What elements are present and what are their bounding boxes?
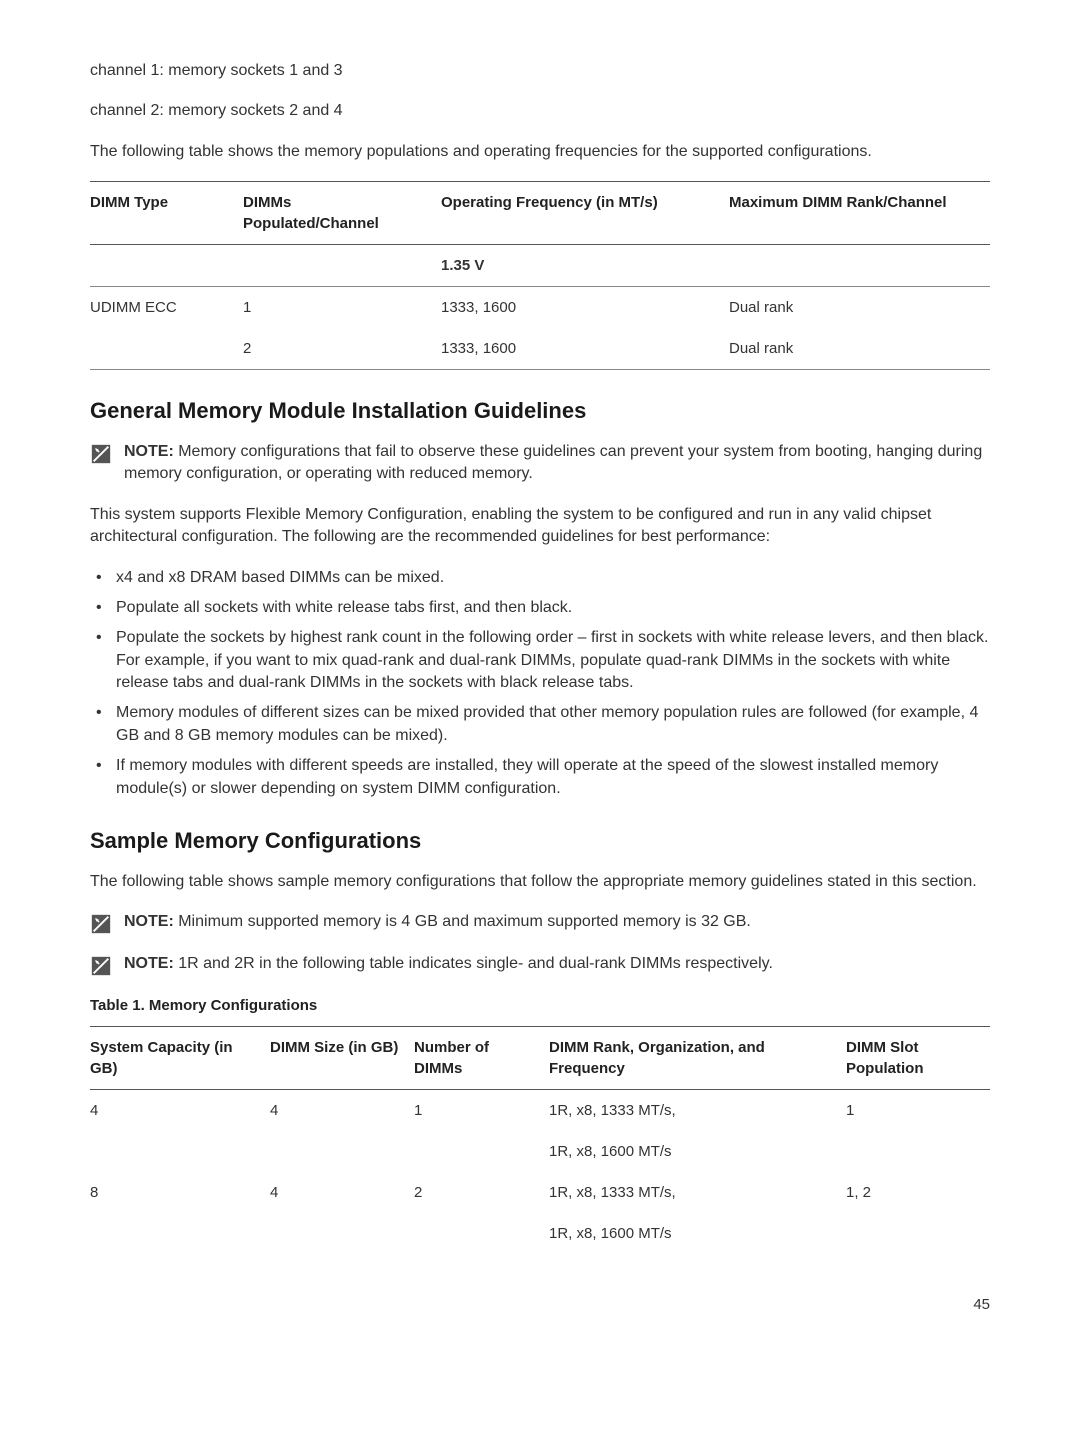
t1-voltage-value: 1.35 V <box>441 245 729 287</box>
t2-r0-cap: 4 <box>90 1090 270 1132</box>
table2-title: Table 1. Memory Configurations <box>90 995 990 1016</box>
t2-header-capacity: System Capacity (in GB) <box>90 1027 270 1090</box>
note-label: NOTE: <box>124 913 174 930</box>
t2-header-rank-org: DIMM Rank, Organization, and Frequency <box>549 1027 846 1090</box>
t2-header-slot-pop: DIMM Slot Population <box>846 1027 990 1090</box>
t2-r3-rank: 1R, x8, 1600 MT/s <box>549 1213 846 1254</box>
t2-r3-num <box>414 1213 549 1254</box>
t2-r2-rank: 1R, x8, 1333 MT/s, <box>549 1172 846 1213</box>
t1-row0-rank: Dual rank <box>729 287 990 329</box>
section1-para: This system supports Flexible Memory Con… <box>90 504 990 549</box>
dimm-frequency-table: DIMM Type DIMMs Populated/Channel Operat… <box>90 181 990 370</box>
t1-row0-type: UDIMM ECC <box>90 287 243 329</box>
section2-para: The following table shows sample memory … <box>90 871 990 893</box>
t1-voltage-empty2 <box>243 245 441 287</box>
t2-r1-size <box>270 1131 414 1172</box>
t1-row1-populated: 2 <box>243 328 441 370</box>
t2-r2-cap: 8 <box>90 1172 270 1213</box>
section2-note2: NOTE: 1R and 2R in the following table i… <box>90 953 990 977</box>
t2-r1-num <box>414 1131 549 1172</box>
t2-r3-cap <box>90 1213 270 1254</box>
section2-note1-body: NOTE: Minimum supported memory is 4 GB a… <box>124 911 990 933</box>
t1-header-populated: DIMMs Populated/Channel <box>243 182 441 245</box>
bullet-3: Memory modules of different sizes can be… <box>90 702 990 747</box>
section1-bullets: x4 and x8 DRAM based DIMMs can be mixed.… <box>90 567 990 801</box>
t1-row0-freq: 1333, 1600 <box>441 287 729 329</box>
t1-voltage-empty3 <box>729 245 990 287</box>
t1-voltage-empty1 <box>90 245 243 287</box>
t2-r0-size: 4 <box>270 1090 414 1132</box>
section2-heading: Sample Memory Configurations <box>90 826 990 857</box>
t2-r0-num: 1 <box>414 1090 549 1132</box>
bullet-2: Populate the sockets by highest rank cou… <box>90 627 990 694</box>
bullet-4: If memory modules with different speeds … <box>90 755 990 800</box>
t2-r0-rank: 1R, x8, 1333 MT/s, <box>549 1090 846 1132</box>
channel-2-text: channel 2: memory sockets 2 and 4 <box>90 100 990 122</box>
t1-header-frequency: Operating Frequency (in MT/s) <box>441 182 729 245</box>
section1-heading: General Memory Module Installation Guide… <box>90 396 990 427</box>
bullet-0: x4 and x8 DRAM based DIMMs can be mixed. <box>90 567 990 589</box>
section2-note1: NOTE: Minimum supported memory is 4 GB a… <box>90 911 990 935</box>
t2-r2-slot: 1, 2 <box>846 1172 990 1213</box>
note-icon <box>90 955 112 977</box>
page-number: 45 <box>90 1294 990 1315</box>
t2-r1-slot <box>846 1131 990 1172</box>
table1-caption: The following table shows the memory pop… <box>90 141 990 163</box>
t2-r1-cap <box>90 1131 270 1172</box>
note-text: Memory configurations that fail to obser… <box>124 443 982 482</box>
t1-header-dimm-type: DIMM Type <box>90 182 243 245</box>
section1-note-body: NOTE: Memory configurations that fail to… <box>124 441 990 486</box>
bullet-1: Populate all sockets with white release … <box>90 597 990 619</box>
t2-r3-slot <box>846 1213 990 1254</box>
t1-header-max-rank: Maximum DIMM Rank/Channel <box>729 182 990 245</box>
section1-note: NOTE: Memory configurations that fail to… <box>90 441 990 486</box>
note-label: NOTE: <box>124 443 174 460</box>
note-text: Minimum supported memory is 4 GB and max… <box>174 913 751 930</box>
t2-r3-size <box>270 1213 414 1254</box>
note-label: NOTE: <box>124 955 174 972</box>
t2-r2-num: 2 <box>414 1172 549 1213</box>
t2-r2-size: 4 <box>270 1172 414 1213</box>
note-icon <box>90 913 112 935</box>
t2-r0-slot: 1 <box>846 1090 990 1132</box>
t1-row1-freq: 1333, 1600 <box>441 328 729 370</box>
channel-1-text: channel 1: memory sockets 1 and 3 <box>90 60 990 82</box>
memory-config-table: System Capacity (in GB) DIMM Size (in GB… <box>90 1026 990 1254</box>
t2-header-num-dimms: Number of DIMMs <box>414 1027 549 1090</box>
t1-row1-rank: Dual rank <box>729 328 990 370</box>
t1-row1-type <box>90 328 243 370</box>
note-icon <box>90 443 112 465</box>
section2-note2-body: NOTE: 1R and 2R in the following table i… <box>124 953 990 975</box>
note-text: 1R and 2R in the following table indicat… <box>174 955 773 972</box>
t2-r1-rank: 1R, x8, 1600 MT/s <box>549 1131 846 1172</box>
t1-row0-populated: 1 <box>243 287 441 329</box>
t2-header-dimm-size: DIMM Size (in GB) <box>270 1027 414 1090</box>
